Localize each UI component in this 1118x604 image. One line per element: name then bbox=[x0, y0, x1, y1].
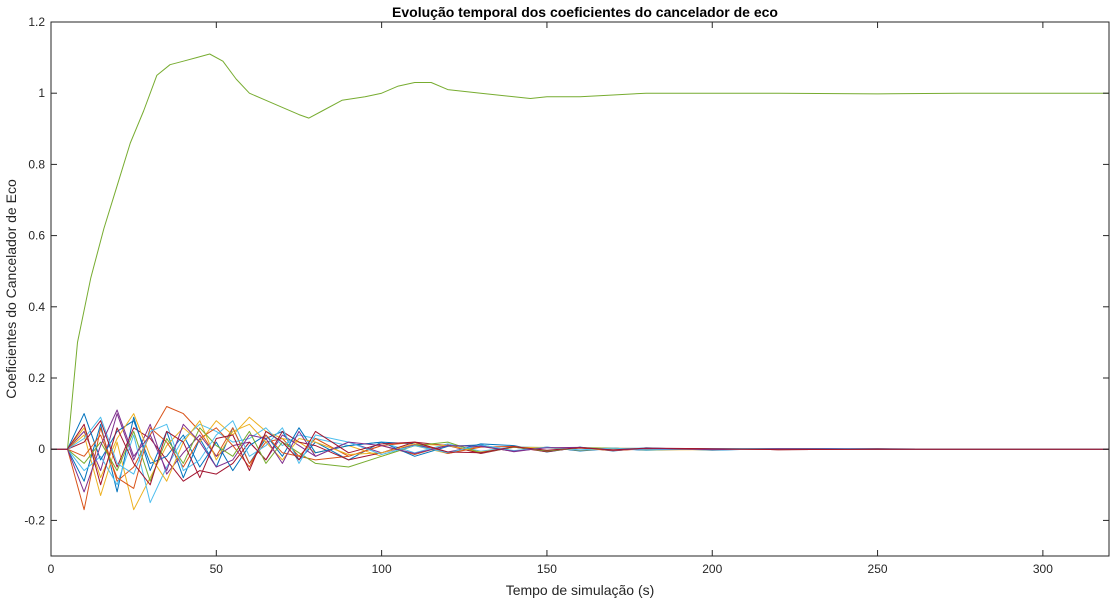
x-tick-label: 250 bbox=[868, 562, 888, 576]
y-tick-label: 1 bbox=[38, 86, 45, 100]
axis-ticks: 0 50 100 150 200 250 300 -0.2 0 0.2 0.4 0.6 0.8 1 1.2 bbox=[24, 15, 1109, 576]
y-tick-label: -0.2 bbox=[24, 513, 45, 527]
y-tick-label: 0.8 bbox=[28, 157, 45, 171]
x-tick-label: 200 bbox=[702, 562, 722, 576]
x-tick-label: 100 bbox=[372, 562, 392, 576]
chart-title: Evolução temporal dos coeficientes do ca… bbox=[392, 4, 778, 20]
axes-box bbox=[50, 21, 1110, 557]
y-tick-label: 0.6 bbox=[28, 229, 45, 243]
series-line-14 bbox=[51, 423, 1109, 486]
x-tick-label: 50 bbox=[210, 562, 224, 576]
series-line-1 bbox=[51, 53, 1109, 450]
series-lines bbox=[51, 53, 1109, 511]
y-tick-label: 0.2 bbox=[28, 371, 45, 385]
y-axis-label: Coeficientes do Cancelador de Eco bbox=[3, 179, 19, 399]
y-tick-label: 0 bbox=[38, 442, 45, 456]
y-tick-label: 0.4 bbox=[28, 300, 45, 314]
x-tick-label: 0 bbox=[48, 562, 55, 576]
x-tick-label: 150 bbox=[537, 562, 557, 576]
x-tick-label: 300 bbox=[1033, 562, 1053, 576]
y-tick-label: 1.2 bbox=[28, 15, 45, 29]
x-axis-label: Tempo de simulação (s) bbox=[506, 582, 655, 598]
